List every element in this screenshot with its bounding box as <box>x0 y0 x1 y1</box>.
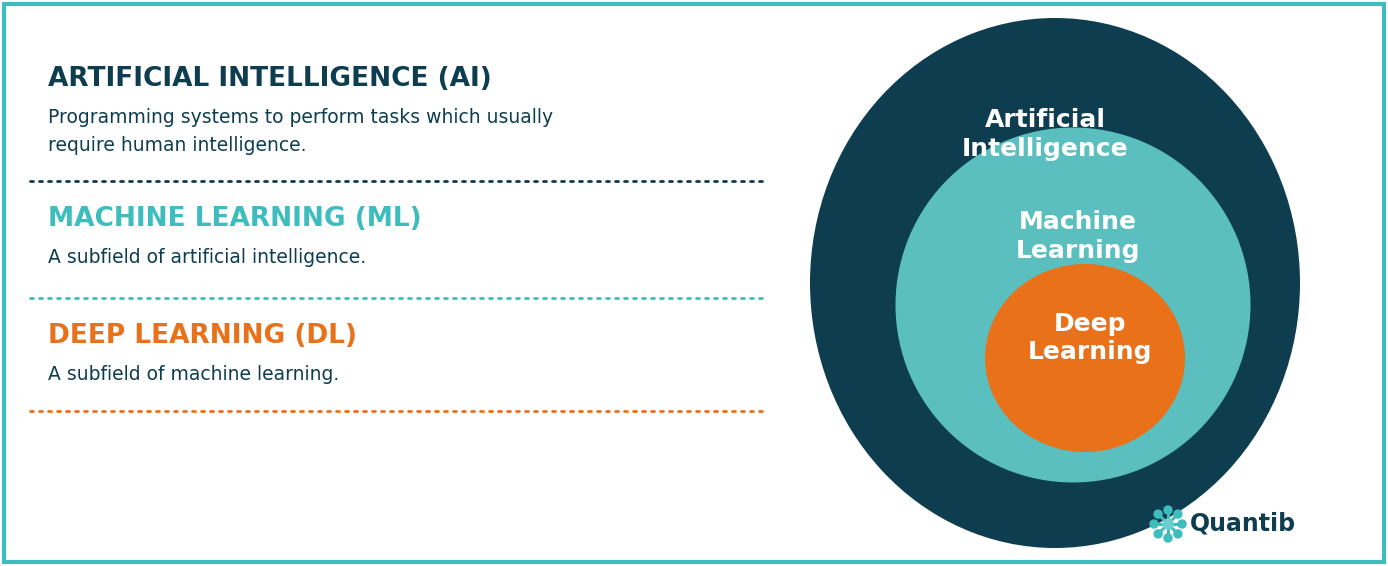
Ellipse shape <box>811 18 1301 548</box>
Text: require human intelligence.: require human intelligence. <box>49 136 307 155</box>
Circle shape <box>1174 530 1183 538</box>
Text: Artificial
Intelligence: Artificial Intelligence <box>962 108 1128 161</box>
Text: A subfield of machine learning.: A subfield of machine learning. <box>49 365 339 384</box>
Circle shape <box>1178 520 1185 528</box>
Circle shape <box>1151 520 1158 528</box>
Text: Deep
Learning: Deep Learning <box>1027 312 1152 365</box>
Text: Programming systems to perform tasks which usually: Programming systems to perform tasks whi… <box>49 108 554 127</box>
Ellipse shape <box>895 127 1251 482</box>
Text: DEEP LEARNING (DL): DEEP LEARNING (DL) <box>49 323 357 349</box>
Circle shape <box>1153 510 1162 518</box>
FancyBboxPatch shape <box>4 4 1384 562</box>
Circle shape <box>1153 530 1162 538</box>
Circle shape <box>1165 506 1171 514</box>
Circle shape <box>1163 519 1173 529</box>
Text: Machine
Learning: Machine Learning <box>1016 210 1141 263</box>
Ellipse shape <box>985 264 1185 452</box>
Text: MACHINE LEARNING (ML): MACHINE LEARNING (ML) <box>49 206 422 232</box>
Circle shape <box>1174 510 1183 518</box>
Text: Quantib: Quantib <box>1190 512 1296 536</box>
Text: ARTIFICIAL INTELLIGENCE (AI): ARTIFICIAL INTELLIGENCE (AI) <box>49 66 491 92</box>
Text: A subfield of artificial intelligence.: A subfield of artificial intelligence. <box>49 248 366 267</box>
Circle shape <box>1165 534 1171 542</box>
